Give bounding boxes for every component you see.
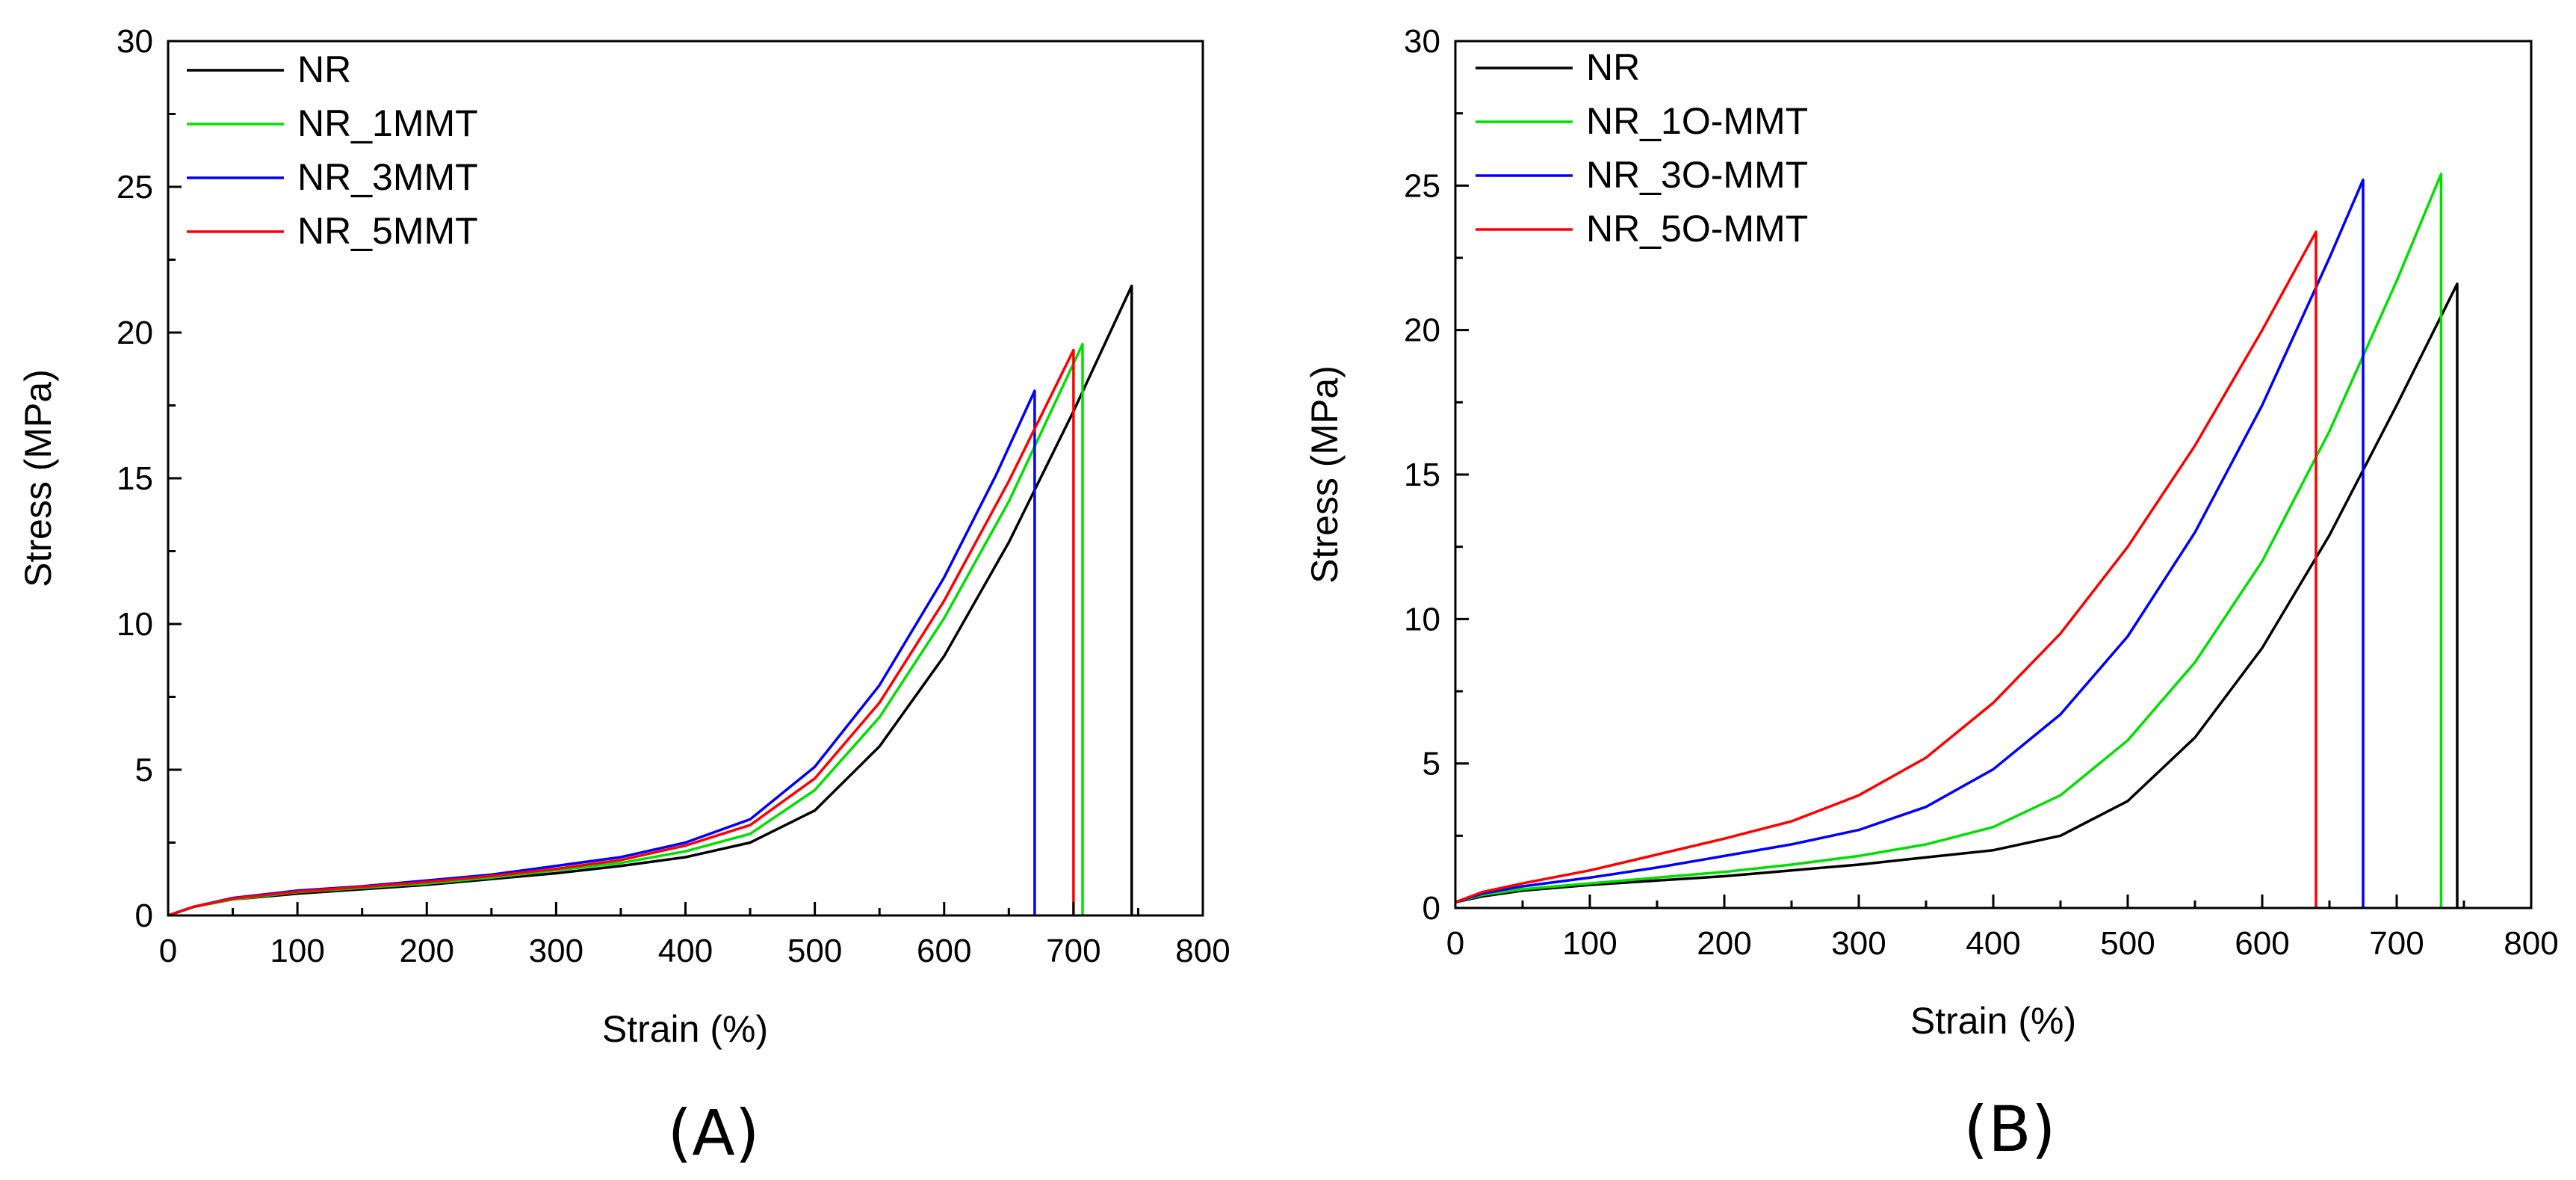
x-tick-label: 700 [1046, 933, 1100, 969]
series-line-nr-1o-mmt [1455, 173, 2443, 908]
legend-label-nr-5o-mmt: NR_5O-MMT [1586, 208, 1808, 250]
x-tick-label: 500 [787, 933, 842, 969]
chart-panel-a: 0 100 200 300 400 500 600 700 800 0 5 10 15 20 25 30 S… [17, 23, 1230, 1170]
series-line-nr [167, 284, 1133, 917]
x-tick-label: 0 [159, 933, 177, 969]
y-tick-label: 5 [135, 752, 153, 788]
series-line-nr-1mmt [167, 342, 1084, 917]
y-tick-label: 0 [1422, 890, 1440, 927]
x-tick-label: 400 [658, 933, 713, 969]
x-tick-label: 400 [1966, 925, 2020, 962]
x-tick-label: 300 [1831, 925, 1886, 962]
x-tick-label: 800 [2504, 925, 2558, 962]
x-tick-label: 600 [917, 933, 971, 969]
x-tick-label: 500 [2100, 925, 2155, 962]
panel-b-x-tick-labels: 0 100 200 300 400 500 600 700 800 [1446, 925, 2559, 962]
panel-b-y-axis-title: Stress (MPa) [1304, 365, 1346, 584]
y-tick-label: 15 [1404, 457, 1440, 493]
y-tick-label: 20 [1404, 312, 1440, 349]
legend-label-nr-1o-mmt: NR_1O-MMT [1586, 100, 1808, 142]
x-tick-label: 700 [2369, 925, 2424, 962]
x-tick-label: 300 [529, 933, 583, 969]
panel-a-y-ticks [168, 40, 182, 917]
series-line-nr [1455, 282, 2459, 908]
x-tick-label: 0 [1446, 925, 1464, 962]
panel-a-label: (A) [667, 1096, 759, 1170]
y-tick-label: 25 [1404, 167, 1440, 204]
legend-label-nr-5mmt: NR_5MMT [297, 210, 478, 252]
panel-b-x-axis-title: Strain (%) [1910, 1000, 2076, 1042]
panel-b-y-ticks [1455, 40, 1469, 909]
panel-b-y-tick-labels: 0 5 10 15 20 25 30 [1404, 23, 1440, 927]
panel-a-x-tick-labels: 0 100 200 300 400 500 600 700 800 [159, 933, 1230, 969]
y-tick-label: 20 [117, 315, 153, 351]
x-tick-label: 200 [1697, 925, 1751, 962]
legend-label-nr: NR [1586, 46, 1640, 88]
x-tick-label: 100 [270, 933, 324, 969]
panel-a-legend: NR NR_1MMT NR_3MMT NR_5MMT [187, 49, 478, 252]
series-line-nr-3mmt [167, 389, 1036, 917]
x-tick-label: 600 [2235, 925, 2289, 962]
y-tick-label: 25 [117, 169, 153, 206]
legend-label-nr: NR [297, 49, 351, 90]
legend-label-nr-3o-mmt: NR_3O-MMT [1586, 154, 1808, 196]
x-tick-label: 200 [400, 933, 454, 969]
y-tick-label: 30 [1404, 23, 1440, 60]
x-tick-label: 100 [1562, 925, 1617, 962]
legend-label-nr-3mmt: NR_3MMT [297, 156, 478, 198]
panel-a-series-lines [167, 284, 1133, 917]
y-tick-label: 0 [135, 898, 153, 934]
panel-a-x-axis-title: Strain (%) [602, 1008, 768, 1050]
panel-b-x-ticks [1454, 895, 2533, 908]
y-tick-label: 10 [117, 606, 153, 643]
series-line-nr-5mmt [167, 348, 1075, 917]
y-tick-label: 10 [1404, 601, 1440, 637]
y-tick-label: 15 [117, 460, 153, 497]
panel-b-legend: NR NR_1O-MMT NR_3O-MMT NR_5O-MMT [1476, 46, 1808, 250]
panel-a-x-ticks [167, 902, 1204, 915]
legend-label-nr-1mmt: NR_1MMT [297, 102, 478, 144]
panel-b-label: (B) [1963, 1093, 2055, 1166]
x-tick-label: 800 [1175, 933, 1230, 969]
panel-a-y-tick-labels: 0 5 10 15 20 25 30 [117, 23, 153, 934]
y-tick-label: 30 [117, 23, 153, 60]
panel-a-y-axis-title: Stress (MPa) [17, 369, 59, 587]
series-line-nr-5o-mmt [1455, 230, 2318, 908]
panel-b-series-lines [1455, 173, 2459, 908]
chart-panel-b: 0 100 200 300 400 500 600 700 800 0 5 10 15 20 25 30 S… [1304, 23, 2559, 1166]
series-line-nr-3o-mmt [1455, 178, 2365, 908]
y-tick-label: 5 [1422, 746, 1440, 782]
